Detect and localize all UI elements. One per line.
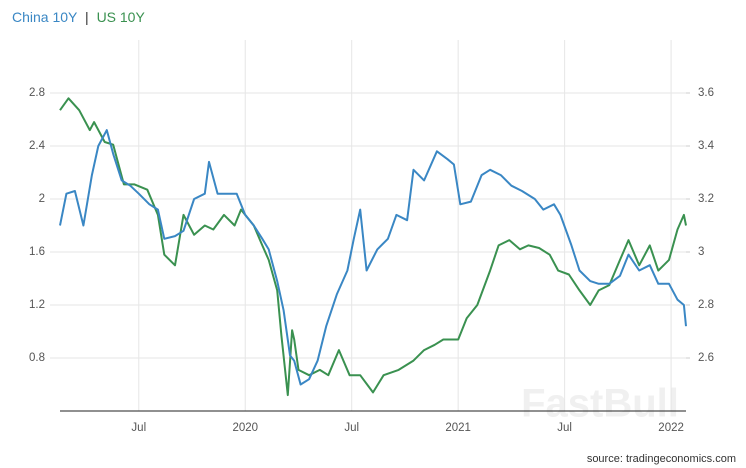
title-china: China 10Y <box>12 9 78 25</box>
y2-tick-label: 3 <box>698 246 704 258</box>
y2-tick-label: 2.8 <box>698 299 714 311</box>
y-tick-label: 0.8 <box>29 352 45 364</box>
y2-tick-label: 2.6 <box>698 352 714 364</box>
title-us: US 10Y <box>97 9 146 25</box>
y-tick-label: 1.6 <box>29 246 45 258</box>
x-tick-label: Jul <box>344 422 359 434</box>
series-line <box>59 97 687 397</box>
y-tick-label: 2 <box>39 193 45 205</box>
source: source: tradingeconomics.com <box>587 453 736 465</box>
x-tick-label: Jul <box>557 422 572 434</box>
x-tick-label: 2022 <box>658 422 684 434</box>
y2-tick-label: 3.4 <box>698 140 715 152</box>
y2-tick-label: 3.6 <box>698 87 714 99</box>
y2-tick-label: 3.2 <box>698 193 714 205</box>
x-tick-label: 2021 <box>445 422 471 434</box>
y-tick-label: 1.2 <box>29 299 45 311</box>
title-separator: | <box>85 9 89 25</box>
chart-title: China 10Y | US 10Y <box>12 9 145 25</box>
y-tick-label: 2.4 <box>29 140 46 152</box>
x-tick-label: 2020 <box>232 422 258 434</box>
watermark: FastBull <box>521 382 679 426</box>
series-line <box>59 129 687 386</box>
y-tick-label: 2.8 <box>29 87 45 99</box>
x-tick-label: Jul <box>131 422 146 434</box>
